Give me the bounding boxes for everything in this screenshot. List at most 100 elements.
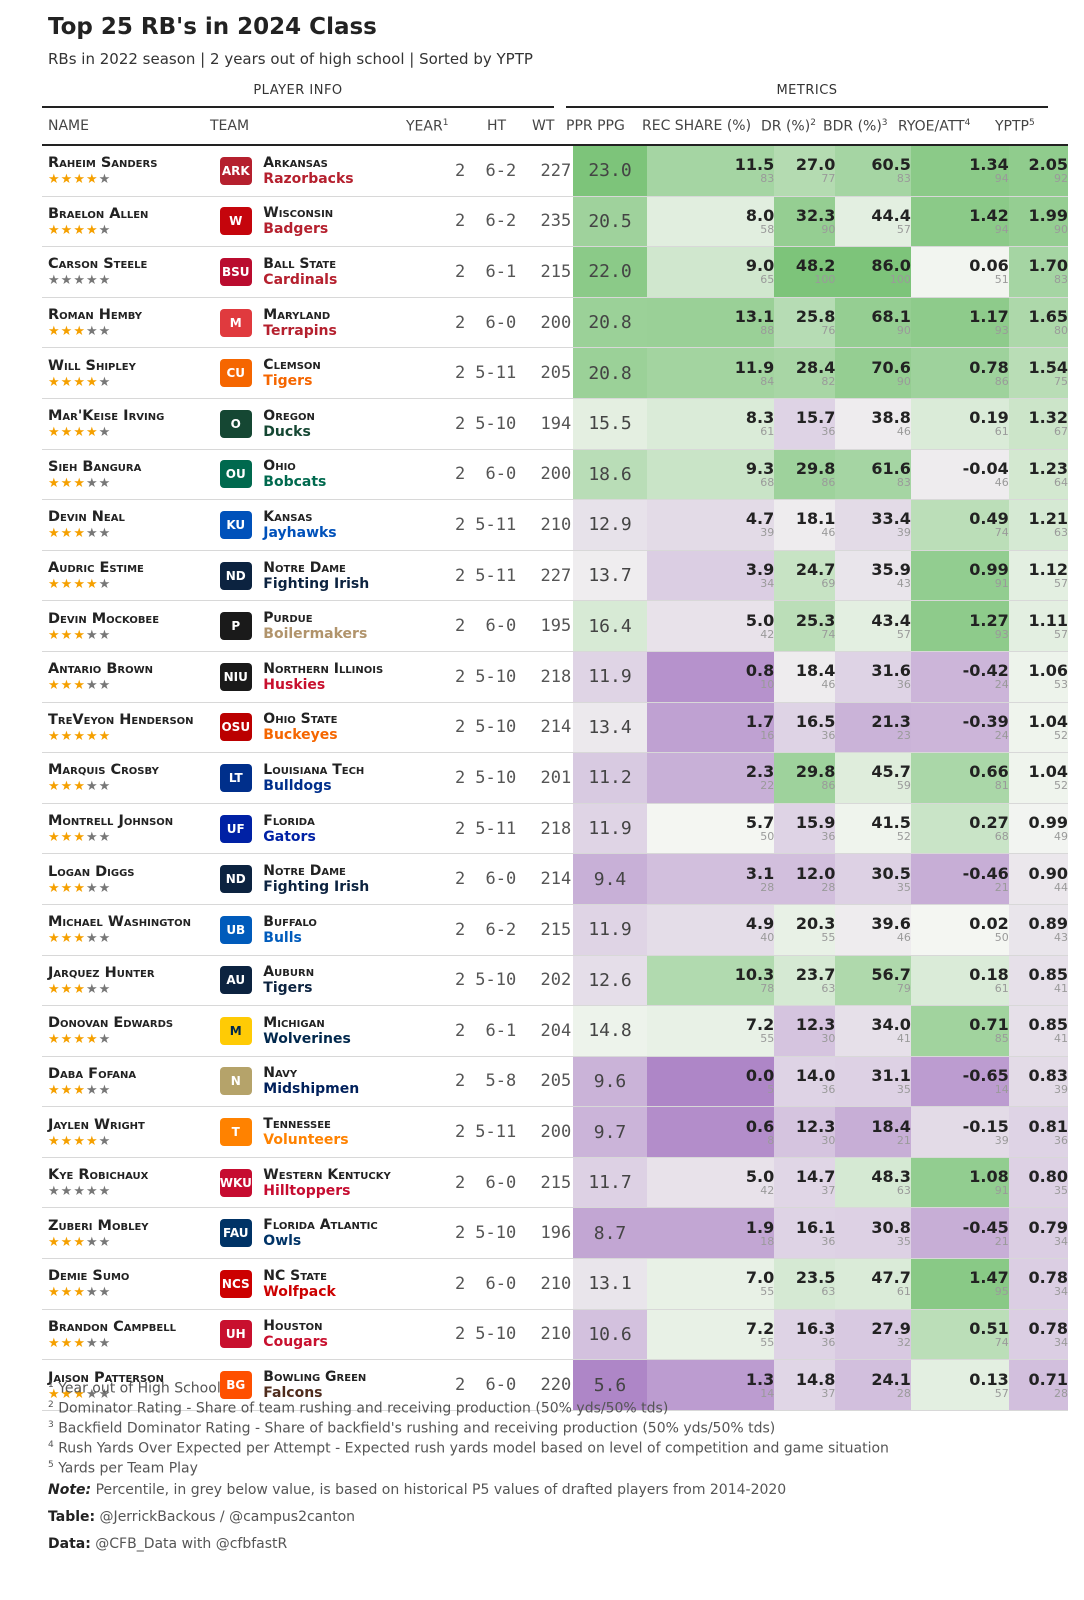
metrics-rule [566, 106, 1048, 108]
star-icon: ★ [73, 1183, 86, 1199]
weight-value: 204 [516, 1005, 572, 1057]
yptp-value: 1.21 [1028, 509, 1068, 529]
rec-share-percentile: 40 [760, 931, 775, 945]
player-cell: Logan Diggs ★★★★★ [42, 853, 209, 905]
bdr-cell: 47.7 61 [835, 1258, 911, 1310]
star-icon: ★ [73, 424, 86, 440]
height-value: 6-2 [465, 146, 517, 197]
player-name: TreVeyon Henderson [48, 711, 194, 728]
team-logo-icon: O [219, 409, 252, 438]
dr-cell: 32.3 90 [774, 196, 836, 248]
dr-percentile: 37 [821, 1386, 836, 1400]
team-cell: Navy Midshipmen [263, 1056, 417, 1108]
dr-percentile: 74 [821, 627, 836, 641]
player-name: Montrell Johnson [48, 813, 174, 830]
bdr-percentile: 46 [896, 931, 911, 945]
yptp-cell: 1.23 64 [1008, 449, 1068, 501]
rec-share-value: 10.3 [734, 964, 775, 984]
mascot-name: Badgers [263, 221, 329, 238]
star-icon: ★ [60, 829, 74, 845]
dr-value: 15.9 [795, 813, 836, 833]
team-cell: Ohio State Buckeyes [263, 702, 417, 754]
dr-value: 20.3 [795, 914, 836, 934]
year-value: 2 [416, 1157, 466, 1209]
column-gap [571, 1207, 574, 1260]
bdr-percentile: 43 [896, 577, 911, 591]
yptp-cell: 2.05 92 [1008, 146, 1068, 197]
ryoe-att-value: 0.49 [969, 509, 1009, 529]
player-name: Raheim Sanders [48, 155, 158, 172]
bdr-cell: 39.6 46 [835, 904, 911, 956]
dr-percentile: 69 [821, 577, 836, 591]
ryoe-att-percentile: 50 [994, 931, 1009, 945]
ryoe-att-cell: -0.15 39 [910, 1106, 1009, 1158]
star-icon: ★ [60, 626, 74, 642]
player-cell: Donovan Edwards ★★★★★ [42, 1005, 209, 1057]
bdr-cell: 31.1 35 [835, 1056, 911, 1108]
weight-value: 215 [516, 904, 572, 956]
star-icon: ★ [85, 1233, 99, 1249]
bdr-percentile: 41 [896, 1032, 911, 1046]
star-icon: ★ [98, 1132, 112, 1148]
ryoe-att-percentile: 68 [994, 830, 1009, 844]
star-rating: ★★★★★ [42, 1082, 208, 1097]
table-row: Audric Estime ★★★★★ ND Notre Dame Fighting I… [42, 550, 1068, 602]
player-name: Michael Washington [48, 914, 191, 931]
star-icon: ★ [48, 323, 61, 339]
ppr-ppg-value: 20.8 [573, 347, 647, 399]
rec-share-percentile: 39 [760, 526, 775, 540]
star-icon: ★ [98, 677, 112, 693]
year-value: 2 [416, 246, 466, 298]
bdr-cell: 38.8 46 [835, 398, 911, 450]
column-gap [571, 600, 574, 652]
mascot-name: Terrapins [263, 322, 337, 339]
star-icon: ★ [48, 1233, 61, 1249]
star-rating: ★★★★★ [42, 1234, 208, 1249]
footnote: 1 Year out of High School [48, 1380, 221, 1397]
yptp-value: 0.99 [1028, 813, 1068, 833]
mascot-name: Buckeyes [263, 727, 338, 744]
player-cell: TreVeyon Henderson ★★★★★ [42, 702, 209, 754]
team-cell: Florida Atlantic Owls [263, 1207, 417, 1260]
ryoe-att-percentile: 94 [994, 222, 1009, 236]
yptp-value: 1.06 [1028, 661, 1068, 681]
rec-share-cell: 3.1 28 [646, 853, 775, 905]
ryoe-att-percentile: 46 [994, 475, 1009, 489]
team-logo-icon: ARK [219, 156, 252, 185]
mascot-name: Hilltoppers [263, 1182, 351, 1199]
rec-share-cell: 10.3 78 [646, 955, 775, 1007]
ryoe-att-percentile: 57 [994, 1386, 1009, 1400]
player-info-spanner: PLAYER INFO [253, 83, 343, 98]
ryoe-att-percentile: 61 [994, 981, 1009, 995]
star-icon: ★ [60, 474, 74, 490]
rec-share-percentile: 58 [760, 222, 775, 236]
yptp-cell: 0.90 44 [1008, 853, 1068, 905]
star-icon: ★ [85, 424, 99, 440]
star-rating: ★★★★★ [42, 1031, 208, 1046]
rec-share-cell: 1.9 18 [646, 1207, 775, 1260]
rec-share-percentile: 10 [760, 678, 775, 692]
bdr-value: 33.4 [871, 509, 911, 529]
dr-cell: 18.1 46 [774, 499, 836, 551]
mascot-name: Owls [263, 1233, 302, 1250]
yptp-value: 0.78 [1028, 1268, 1068, 1288]
team-logo-icon: M [219, 308, 252, 337]
ryoe-att-value: 0.13 [969, 1369, 1009, 1389]
dr-cell: 14.8 37 [774, 1359, 836, 1411]
yptp-cell: 1.65 80 [1008, 297, 1068, 349]
height-value: 6-1 [465, 246, 517, 298]
star-icon: ★ [48, 221, 61, 237]
star-icon: ★ [60, 1132, 74, 1148]
ryoe-att-percentile: 61 [994, 425, 1009, 439]
team-logo-cell: W [208, 196, 264, 248]
yptp-cell: 1.04 52 [1008, 752, 1068, 804]
player-name: Mar'Keise Irving [48, 408, 165, 425]
player-name: Antario Brown [48, 661, 153, 678]
ryoe-att-cell: 1.34 94 [910, 146, 1009, 197]
year-value: 2 [416, 550, 466, 602]
star-icon: ★ [60, 221, 74, 237]
player-name: Carson Steele [48, 256, 148, 273]
star-icon: ★ [85, 626, 99, 642]
bdr-value: 48.3 [871, 1167, 911, 1187]
yptp-percentile: 41 [1054, 1032, 1068, 1046]
